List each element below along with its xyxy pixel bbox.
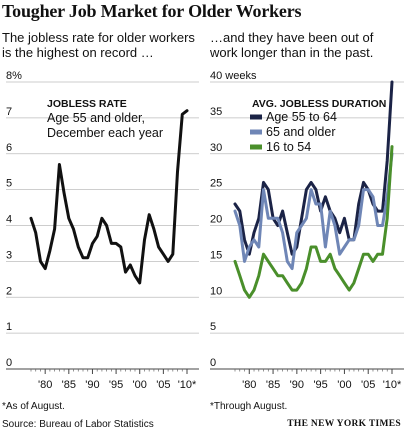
y-tick-label: 5: [6, 178, 12, 190]
y-tick-label: 5: [210, 321, 216, 333]
left-subtitle-line1: The jobless rate for older workers: [2, 30, 195, 45]
x-tick-label: '85: [266, 379, 280, 391]
x-tick-label: '10*: [383, 379, 402, 391]
y-tick-label: 4: [6, 214, 12, 226]
y-tick-label: 1: [6, 321, 12, 333]
chart-title: JOBLESS RATE: [47, 98, 127, 110]
left-subtitle-line2: is the highest on record …: [2, 44, 154, 60]
y-tick-label: 6: [6, 142, 12, 154]
y-tick-label: 40 weeks: [210, 70, 257, 82]
jobless-duration-chart: 40 weeks 35 30 25 20 15 10 5 0 '80 '85 '90 '95 '00 '05…: [210, 70, 404, 391]
chart-annotation: Age 55 and older,: [47, 111, 145, 125]
x-tick-label: '85: [62, 379, 76, 391]
jobless-rate-chart: 8% 7 6 5 4 3 2 1 0 '80 '85 '90 '95 '00 '05 '10* JOBLESS …: [6, 70, 199, 391]
page-title: Tougher Job Market for Older Workers: [2, 1, 302, 21]
x-tick-label: '00: [337, 379, 351, 391]
x-tick-label: '05: [361, 379, 375, 391]
right-subtitle-line2: work longer than in the past.: [210, 44, 374, 60]
left-subtitle: The jobless rate for older workers is th…: [2, 30, 195, 60]
x-tick-label: '80: [242, 379, 256, 391]
right-subtitle-line1: …and they have been out of: [210, 30, 374, 45]
series-line-16-to-54: [233, 145, 394, 299]
y-tick-label: 0: [210, 357, 216, 369]
legend-label: 16 to 54: [266, 140, 311, 154]
legend-label: 65 and older: [266, 125, 336, 139]
x-tick-label: '80: [38, 379, 52, 391]
series-line-65-and-older: [233, 152, 394, 271]
y-tick-label: 0: [6, 357, 12, 369]
x-tick-label: '95: [313, 379, 327, 391]
right-subtitle: …and they have been out of work longer t…: [210, 30, 374, 60]
x-tick-label: '10*: [178, 379, 197, 391]
y-tick-label: 35: [210, 106, 222, 118]
y-tick-label: 15: [210, 249, 222, 261]
legend-label: Age 55 to 64: [266, 110, 337, 124]
x-tick-label: '95: [109, 379, 123, 391]
y-tick-label: 10: [210, 285, 222, 297]
y-tick-label: 2: [6, 285, 12, 297]
y-tick-label: 7: [6, 106, 12, 118]
series-line-jobless-rate: [29, 109, 189, 285]
x-tick-label: '90: [85, 379, 99, 391]
left-footnote: *As of August.: [2, 401, 65, 412]
x-tick-label: '05: [156, 379, 170, 391]
chart-annotation: December each year: [47, 126, 163, 140]
y-tick-label: 25: [210, 178, 222, 190]
y-tick-label: 30: [210, 142, 222, 154]
y-tick-label: 8%: [6, 70, 22, 82]
chart-title: AVG. JOBLESS DURATION: [252, 98, 386, 110]
source-note: Source: Bureau of Labor Statistics: [2, 419, 154, 430]
x-tick-label: '00: [133, 379, 147, 391]
x-tick-label: '90: [290, 379, 304, 391]
credit-logo: THE NEW YORK TIMES: [287, 419, 401, 429]
y-tick-label: 20: [210, 214, 222, 226]
right-footnote: *Through August.: [210, 401, 288, 412]
y-tick-label: 3: [6, 249, 12, 261]
